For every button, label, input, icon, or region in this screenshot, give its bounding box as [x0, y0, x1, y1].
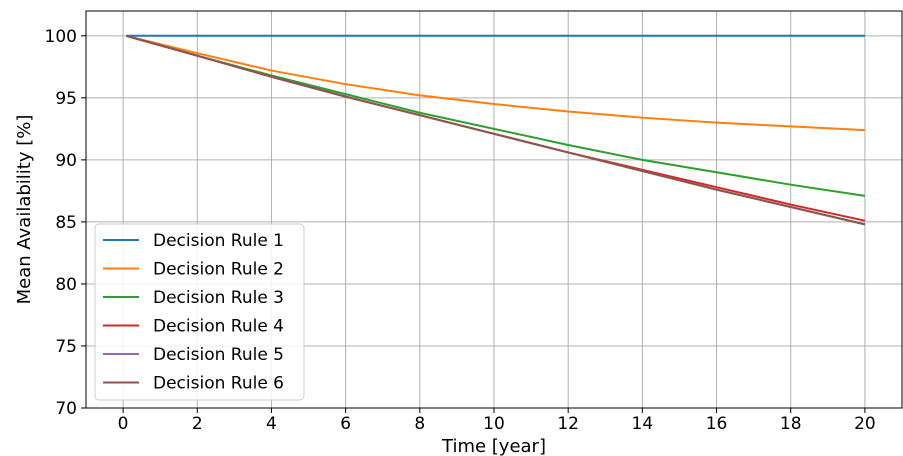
y-tick-label: 70 [55, 399, 77, 419]
y-tick-label: 85 [55, 213, 77, 233]
series-line-decision-rule-3 [125, 34, 866, 197]
legend-label: Decision Rule 3 [153, 288, 284, 308]
x-axis-label: Time [year] [441, 436, 546, 456]
legend-label: Decision Rule 1 [153, 231, 284, 251]
x-tick-label: 20 [854, 414, 876, 434]
y-axis-label: Mean Availability [%] [14, 115, 35, 305]
series-lines [125, 34, 866, 226]
legend-label: Decision Rule 2 [153, 260, 284, 280]
y-tick-label: 100 [45, 27, 77, 47]
x-tick-label: 16 [706, 414, 728, 434]
x-tick-label: 2 [192, 414, 203, 434]
x-tick-label: 6 [340, 414, 351, 434]
legend-label: Decision Rule 6 [153, 374, 284, 394]
series-line-decision-rule-6 [125, 34, 866, 226]
x-tick-label: 4 [266, 414, 277, 434]
y-tick-label: 90 [55, 151, 77, 171]
x-tick-label: 0 [118, 414, 129, 434]
axis-ticks: 0 2 4 6 8 10 12 14 16 18 20 70 75 80 85 90 95 100 [45, 27, 876, 434]
x-tick-label: 18 [780, 414, 802, 434]
x-tick-label: 14 [632, 414, 654, 434]
legend-box [94, 223, 305, 401]
y-tick-label: 95 [55, 89, 77, 109]
x-tick-label: 10 [483, 414, 505, 434]
legend-label: Decision Rule 5 [153, 345, 284, 365]
y-tick-label: 75 [55, 337, 77, 357]
series-line-decision-rule-2 [125, 34, 865, 132]
y-tick-label: 80 [55, 275, 77, 295]
legend-label: Decision Rule 4 [153, 317, 284, 337]
x-tick-label: 12 [557, 414, 579, 434]
legend: Decision Rule 1 Decision Rule 2 Decision R… [94, 223, 305, 401]
x-tick-label: 8 [414, 414, 425, 434]
